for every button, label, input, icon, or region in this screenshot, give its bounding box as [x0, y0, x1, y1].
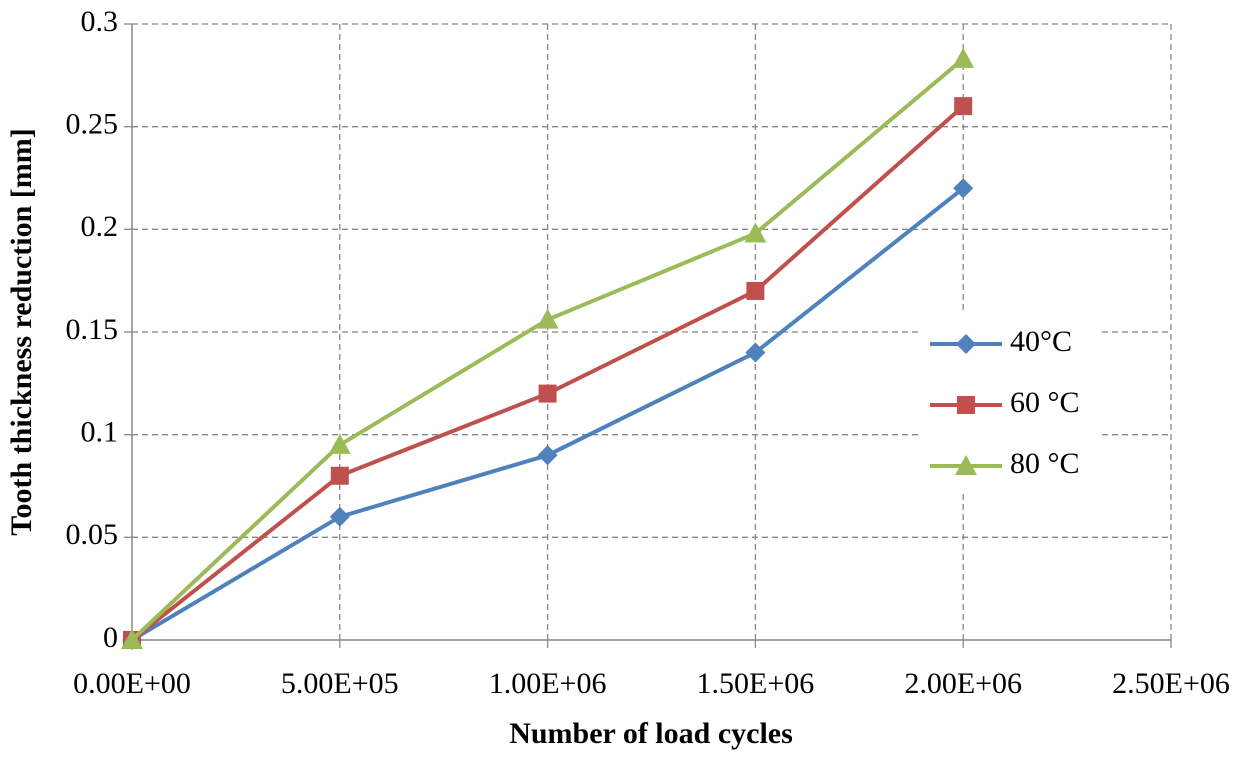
legend: 40°C 60 °C 80 °C	[920, 314, 1100, 494]
x-tick-label: 1.00E+06	[489, 667, 607, 700]
marker	[330, 466, 349, 485]
marker	[538, 384, 557, 403]
x-tick-label: 1.50E+06	[697, 667, 815, 700]
marker	[744, 222, 767, 243]
y-tick-label: 0.2	[81, 210, 119, 243]
x-tick-label: 2.00E+06	[904, 667, 1022, 700]
marker	[121, 629, 143, 649]
y-tick-label: 0.1	[81, 416, 119, 449]
legend-label: 80 °C	[1010, 447, 1080, 480]
marker	[954, 97, 973, 116]
y-tick-label: 0.05	[66, 518, 119, 551]
marker	[956, 334, 976, 354]
y-axis-title: Tooth thickness reduction [mm]	[5, 128, 38, 536]
marker	[328, 433, 351, 454]
marker	[953, 178, 974, 199]
x-tick-label: 0.00E+00	[73, 667, 191, 700]
x-axis-title: Number of load cycles	[509, 717, 793, 750]
y-tick-label: 0	[103, 621, 118, 654]
legend-label: 40°C	[1010, 325, 1072, 358]
y-tick-label: 0.3	[81, 5, 119, 38]
x-tick-label: 2.50E+06	[1112, 667, 1230, 700]
y-tick-label: 0.15	[66, 313, 119, 346]
marker	[955, 455, 977, 475]
marker	[537, 445, 558, 466]
marker	[746, 281, 765, 300]
marker	[952, 47, 975, 68]
marker	[536, 308, 559, 329]
x-tick-label: 5.00E+05	[281, 667, 399, 700]
y-tick-label: 0.25	[66, 108, 119, 141]
marker	[957, 396, 975, 414]
marker	[745, 342, 766, 363]
legend-label: 60 °C	[1010, 386, 1080, 419]
marker	[329, 506, 350, 527]
